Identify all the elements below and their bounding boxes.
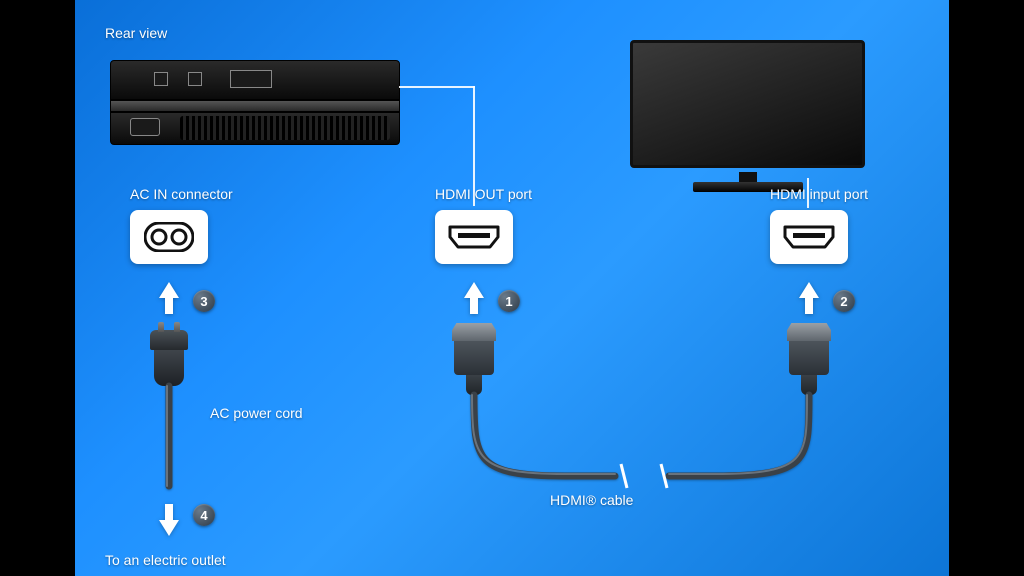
ac-cord-label: AC power cord	[210, 405, 303, 421]
ac-connector-label: AC IN connector	[130, 186, 233, 202]
step-badge-3: 3	[193, 290, 215, 312]
to-outlet-label: To an electric outlet	[105, 552, 226, 568]
hdmi-cable-label: HDMI® cable	[550, 492, 633, 508]
guide-console-hdmi	[399, 86, 475, 88]
arrow-down-icon	[159, 520, 179, 536]
hdmi-out-label: HDMI OUT port	[435, 186, 532, 202]
step-badge-2: 2	[833, 290, 855, 312]
ac-in-port-icon	[130, 210, 208, 264]
hdmi-out-port-icon	[435, 210, 513, 264]
diagram-stage: Rear view AC IN connector HDMI OUT port …	[75, 0, 949, 576]
tv-monitor	[630, 40, 865, 180]
arrow-up-icon	[799, 282, 819, 298]
title-label: Rear view	[105, 25, 167, 41]
arrow-up-icon	[159, 282, 179, 298]
hdmi-plug-icon	[452, 323, 496, 395]
hdmi-in-port-icon	[770, 210, 848, 264]
ac-plug-icon	[150, 330, 188, 386]
arrow-up-icon	[464, 282, 484, 298]
console-rear	[110, 60, 400, 145]
step-badge-4: 4	[193, 504, 215, 526]
hdmi-in-label: HDMI input port	[770, 186, 868, 202]
step-badge-1: 1	[498, 290, 520, 312]
hdmi-plug-icon	[787, 323, 831, 395]
